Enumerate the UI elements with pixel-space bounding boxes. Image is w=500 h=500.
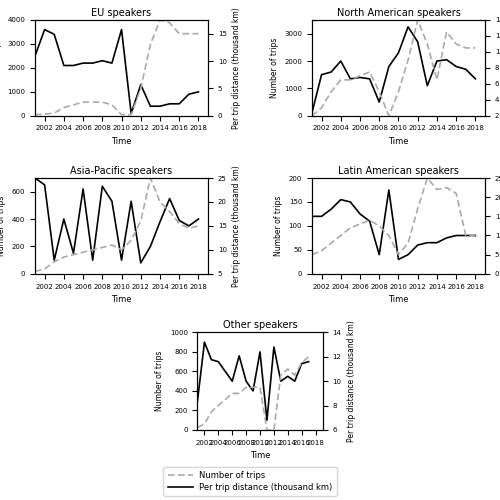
X-axis label: Time: Time	[388, 295, 408, 304]
Title: EU speakers: EU speakers	[92, 8, 152, 18]
Y-axis label: Number of trips: Number of trips	[270, 38, 278, 98]
Legend: Number of trips, Per trip distance (thousand km): Number of trips, Per trip distance (thou…	[164, 467, 336, 496]
Y-axis label: Per trip distance (thousand km): Per trip distance (thousand km)	[232, 7, 241, 129]
X-axis label: Time: Time	[112, 137, 132, 146]
Y-axis label: Number of trips: Number of trips	[155, 351, 164, 412]
X-axis label: Time: Time	[388, 137, 408, 146]
Title: Other speakers: Other speakers	[222, 320, 298, 330]
Y-axis label: Number of trips: Number of trips	[274, 196, 283, 256]
X-axis label: Time: Time	[112, 295, 132, 304]
Y-axis label: Per trip distance (thousand km): Per trip distance (thousand km)	[347, 320, 356, 442]
Title: Latin American speakers: Latin American speakers	[338, 166, 459, 176]
X-axis label: Time: Time	[250, 452, 270, 460]
Title: North American speakers: North American speakers	[336, 8, 460, 18]
Y-axis label: Per trip distance (thousand km): Per trip distance (thousand km)	[232, 165, 241, 287]
Title: Asia-Pacific speakers: Asia-Pacific speakers	[70, 166, 172, 176]
Y-axis label: Number of trips: Number of trips	[0, 38, 2, 98]
Y-axis label: Number of trips: Number of trips	[0, 196, 6, 256]
